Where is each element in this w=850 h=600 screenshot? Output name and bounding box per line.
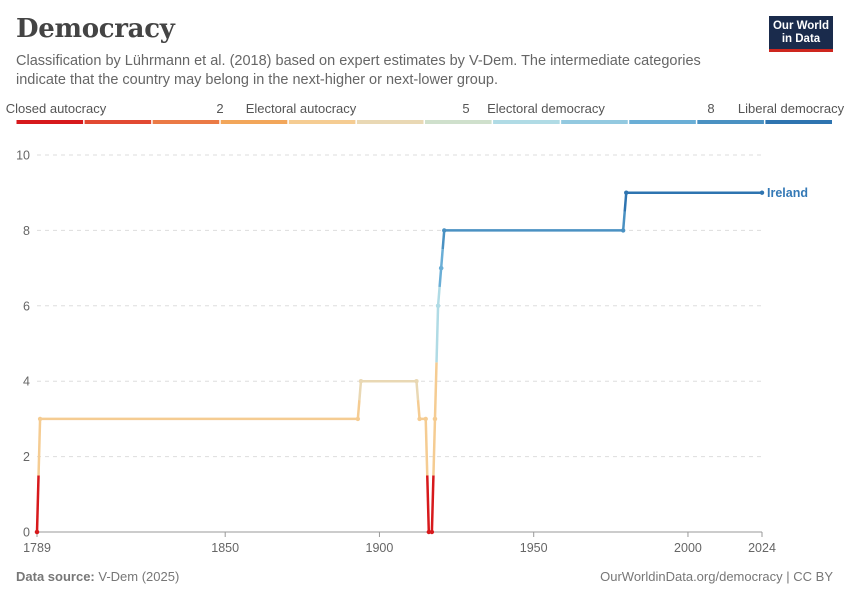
series-connector-b-5 — [432, 418, 437, 476]
series-connector-b-4 — [426, 475, 431, 533]
series-point-start-2 — [358, 379, 364, 384]
series-point-start-9 — [624, 190, 629, 195]
x-tick-label-1850: 1850 — [211, 541, 239, 555]
y-tick-label-0: 0 — [23, 526, 30, 540]
series-connector-b-9 — [623, 192, 628, 212]
series-connector-a-5 — [430, 475, 435, 533]
legend-bar-11 — [765, 120, 832, 124]
x-tick-label-1789: 1789 — [23, 541, 51, 555]
x-axis: 1789 1850 1900 1950 2000 2024 — [23, 532, 776, 555]
logo-line-1: Our World — [772, 20, 829, 32]
x-tick-label-2024: 2024 — [748, 541, 776, 555]
legend-label-8: 8 — [707, 101, 714, 116]
series-connector-b-2 — [358, 381, 363, 401]
series-connector-a-3 — [415, 381, 420, 401]
chart-title: Democracy — [16, 14, 175, 44]
x-tick-label-1950: 1950 — [520, 541, 548, 555]
series-connector-a-2 — [356, 399, 361, 420]
y-tick-label-6: 6 — [23, 299, 30, 313]
legend-label-electoral-autocracy: Electoral autocracy — [246, 101, 357, 116]
gridlines — [37, 154, 762, 533]
legend-bar-2 — [152, 120, 220, 124]
series-label-ireland[interactable]: Ireland — [767, 186, 808, 200]
legend-label-liberal-democracy: Liberal democracy — [738, 101, 845, 116]
series-connector-a-6 — [433, 362, 438, 419]
y-axis: 0 2 4 6 8 10 — [16, 149, 30, 540]
series-connector-a-9 — [621, 211, 626, 231]
series-connector-b-3 — [416, 399, 421, 420]
logo-line-2: in Data — [781, 33, 821, 45]
source-url[interactable]: OurWorldinData.org/democracy | CC BY — [600, 569, 833, 584]
y-tick-label-8: 8 — [23, 224, 30, 238]
series-point-start-8 — [442, 228, 447, 233]
legend-label-closed-autocracy: Closed autocracy — [6, 101, 107, 116]
legend-bar-9 — [629, 120, 696, 124]
series-connector-a-4 — [424, 418, 429, 476]
color-legend: Closed autocracy 2 Electoral autocracy 5… — [6, 101, 845, 124]
y-tick-label-2: 2 — [23, 450, 30, 464]
data-source: Data source: V-Dem (2025) — [16, 569, 179, 584]
x-tick-label-1900: 1900 — [366, 541, 394, 555]
legend-label-2: 2 — [216, 101, 223, 116]
democracy-chart: Closed autocracy 2 Electoral autocracy 5… — [6, 101, 845, 555]
legend-bar-6 — [425, 120, 492, 124]
series-point-start-1 — [37, 416, 43, 422]
series-connector-b-6 — [435, 305, 440, 363]
legend-bar-4 — [288, 120, 356, 124]
legend-bar-10 — [697, 120, 764, 124]
series-connector-a-1 — [35, 475, 40, 533]
series-point-start-4 — [426, 529, 432, 535]
chart-subtitle: Classification by Lührmann et al. (2018)… — [16, 53, 701, 88]
data-source-label: Data source: — [16, 569, 95, 584]
y-tick-label-10: 10 — [16, 149, 30, 163]
legend-label-electoral-democracy: Electoral democracy — [487, 101, 605, 116]
data-source-value: V-Dem (2025) — [98, 569, 180, 584]
series-ireland[interactable] — [34, 190, 765, 535]
owid-logo[interactable]: Our World in Data — [769, 16, 833, 52]
series-connector-b-7 — [438, 267, 443, 288]
legend-bar-7 — [493, 120, 560, 124]
series-connector-a-8 — [439, 249, 444, 269]
y-tick-label-4: 4 — [23, 375, 30, 389]
legend-bar-3 — [220, 120, 288, 124]
series-connector-a-7 — [436, 286, 441, 306]
series-point-start-3 — [417, 416, 422, 422]
legend-color-bars — [16, 120, 832, 124]
legend-bar-8 — [561, 120, 628, 124]
x-tick-label-2000: 2000 — [674, 541, 702, 555]
legend-bar-0 — [16, 120, 84, 124]
series-point-end-9 — [759, 190, 765, 195]
legend-bar-5 — [356, 120, 424, 124]
series-connector-b-1 — [37, 418, 42, 476]
legend-label-5: 5 — [462, 101, 469, 116]
legend-bar-1 — [84, 120, 152, 124]
series-connector-b-8 — [441, 230, 446, 250]
